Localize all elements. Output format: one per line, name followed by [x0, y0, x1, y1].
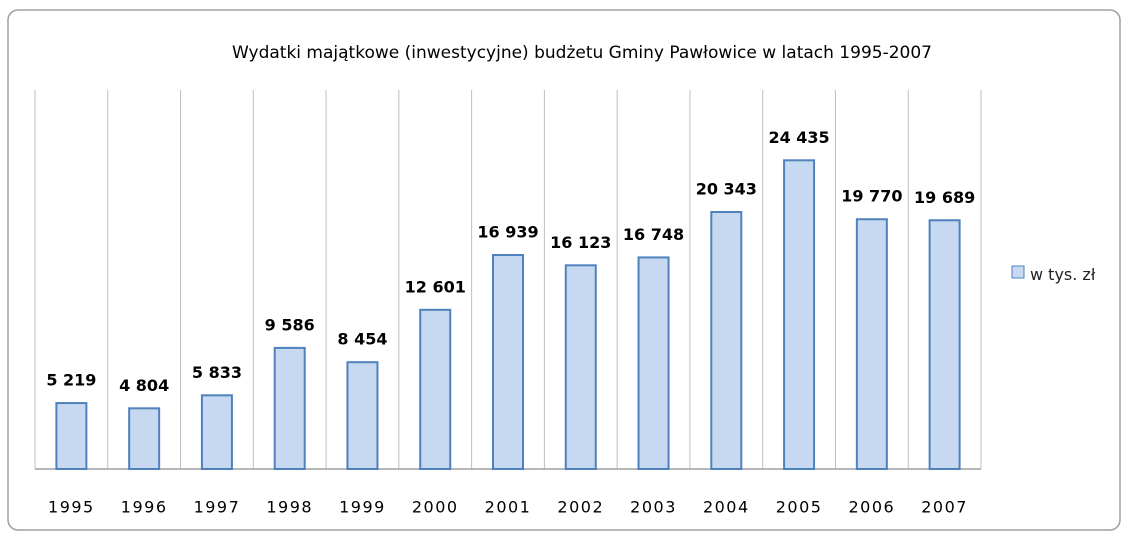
x-tick-label: 2001 [485, 498, 532, 517]
bar [710, 211, 743, 471]
bar [564, 264, 597, 471]
x-tick-label: 2007 [921, 498, 968, 517]
x-tick-label: 1998 [266, 498, 313, 517]
data-label: 9 586 [265, 315, 315, 334]
data-label: 12 601 [405, 277, 466, 296]
data-label: 16 748 [623, 225, 684, 244]
bar [637, 256, 670, 470]
data-label: 5 833 [192, 363, 242, 382]
bar [273, 346, 306, 471]
bar [928, 219, 961, 470]
data-label: 24 435 [768, 128, 829, 147]
bar [855, 218, 888, 470]
bar [128, 407, 161, 471]
bar [492, 254, 524, 470]
bar [419, 308, 452, 470]
data-label: 16 123 [550, 233, 611, 252]
x-tick-label: 1997 [194, 498, 241, 517]
x-tick-label: 2004 [703, 498, 750, 517]
data-label: 16 939 [477, 223, 538, 242]
legend-label: w tys. zł [1030, 265, 1096, 284]
x-tick-label: 1995 [48, 498, 95, 517]
data-label: 19 689 [914, 188, 975, 207]
legend-swatch [1011, 265, 1025, 279]
data-label: 19 770 [841, 187, 902, 206]
data-label: 8 454 [337, 330, 387, 349]
data-label: 5 219 [46, 371, 96, 390]
bar [346, 361, 379, 471]
data-label: 4 804 [119, 376, 169, 395]
x-tick-label: 2000 [412, 498, 459, 517]
bar [55, 402, 88, 470]
bar [783, 159, 816, 470]
data-label: 20 343 [696, 180, 757, 199]
x-tick-label: 2002 [557, 498, 604, 517]
x-tick-label: 2006 [848, 498, 895, 517]
chart-title: Wydatki majątkowe (inwestycyjne) budżetu… [232, 43, 932, 63]
x-tick-label: 1996 [121, 498, 168, 517]
x-tick-label: 2003 [630, 498, 677, 517]
x-tick-label: 1999 [339, 498, 386, 517]
x-tick-label: 2005 [776, 498, 823, 517]
bar [200, 394, 233, 470]
